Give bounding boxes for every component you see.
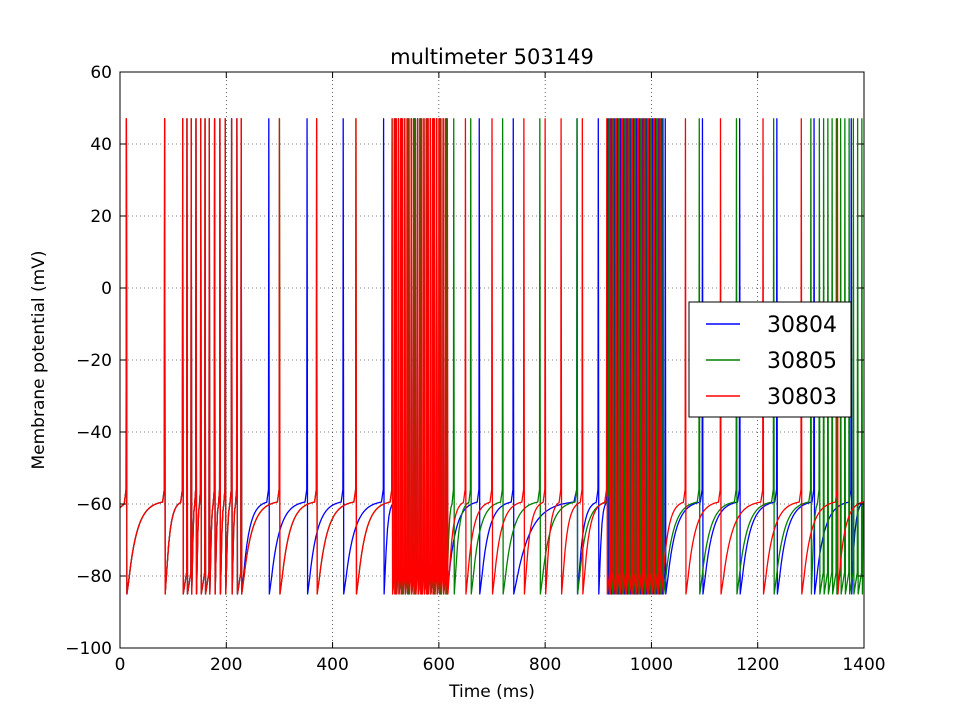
x-tick-label: 1400	[842, 655, 885, 675]
legend-label-30803: 30803	[767, 385, 837, 410]
x-tick-label: 400	[316, 655, 348, 675]
x-tick-label: 600	[423, 655, 455, 675]
legend-label-30804: 30804	[767, 313, 837, 338]
series-layer	[120, 118, 864, 595]
legend-label-30805: 30805	[767, 349, 837, 374]
y-tick-label: −20	[76, 351, 112, 371]
series-line-30803	[120, 118, 864, 595]
y-tick-label: −80	[76, 567, 112, 587]
y-tick-label: 40	[90, 135, 112, 155]
y-tick-label: 60	[90, 63, 112, 83]
x-tick-label: 200	[210, 655, 242, 675]
x-tick-label: 800	[529, 655, 561, 675]
y-tick-label: −60	[76, 495, 112, 515]
axis-ticks: 0 200 400 600 800 1000 1200 1400−100−80−60−40−2…	[65, 63, 885, 675]
y-tick-label: 0	[101, 279, 112, 299]
x-axis-label: Time (ms)	[448, 682, 535, 702]
legend: 30804 30805 30803	[688, 301, 852, 418]
x-tick-label: 1000	[630, 655, 673, 675]
y-axis-label: Membrane potential (mV)	[29, 251, 49, 470]
x-tick-label: 1200	[736, 655, 779, 675]
chart-title: multimeter 503149	[390, 45, 594, 69]
x-tick-label: 0	[115, 655, 126, 675]
y-tick-label: −40	[76, 423, 112, 443]
y-tick-label: −100	[65, 639, 112, 659]
y-tick-label: 20	[90, 207, 112, 227]
